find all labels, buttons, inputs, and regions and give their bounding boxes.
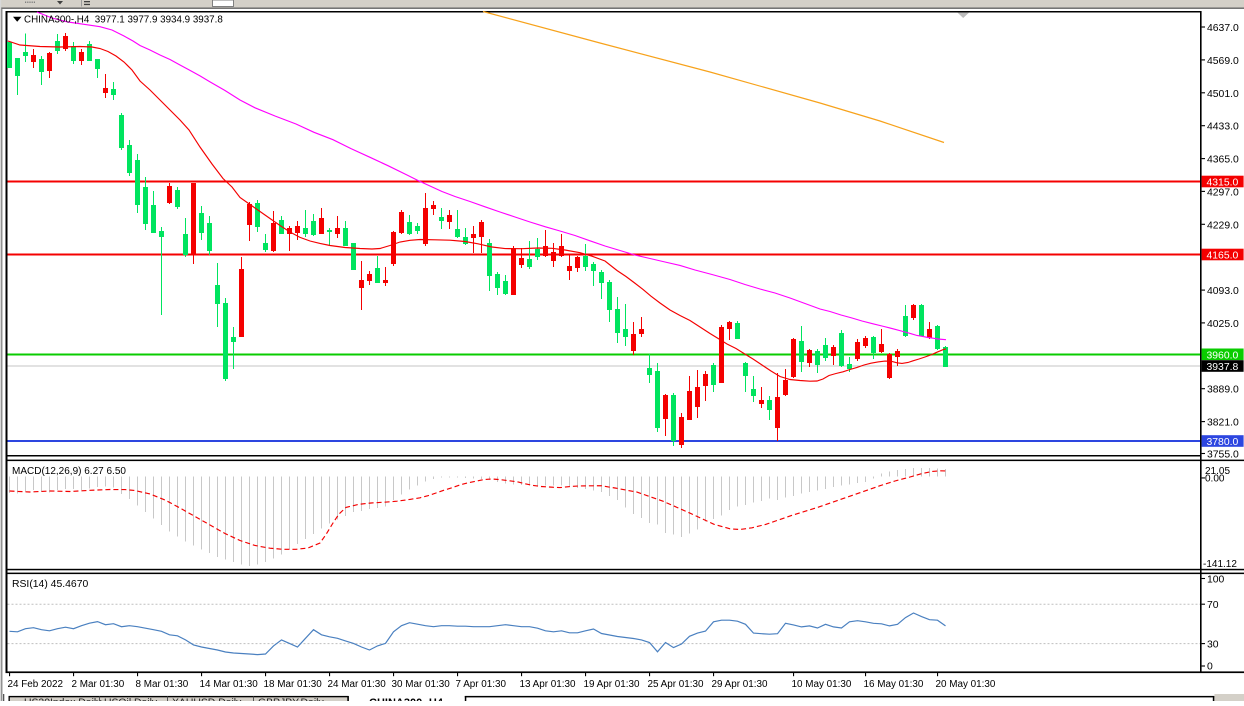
svg-text:70: 70	[1207, 600, 1219, 611]
svg-text:4229.0: 4229.0	[1207, 220, 1239, 231]
svg-text:0: 0	[1207, 662, 1213, 673]
svg-text:3937.8: 3937.8	[1207, 362, 1239, 373]
svg-text:100: 100	[1207, 575, 1225, 586]
svg-text:30 Mar 01:30: 30 Mar 01:30	[392, 679, 451, 690]
svg-text:3780.0: 3780.0	[1207, 437, 1239, 448]
svg-text:MACD(12,26,9) 6.27 6.50: MACD(12,26,9) 6.27 6.50	[12, 466, 126, 477]
svg-text:25 Apr 01:30: 25 Apr 01:30	[648, 679, 705, 690]
svg-text:29 Apr 01:30: 29 Apr 01:30	[712, 679, 769, 690]
svg-text:3960.0: 3960.0	[1207, 350, 1239, 361]
svg-text:4315.0: 4315.0	[1207, 178, 1239, 189]
svg-text:4569.0: 4569.0	[1207, 56, 1239, 67]
svg-text:2 Mar 01:30: 2 Mar 01:30	[72, 679, 125, 690]
svg-text:4165.0: 4165.0	[1207, 251, 1239, 262]
svg-text:0.00: 0.00	[1205, 474, 1225, 485]
svg-text:18 Mar 01:30: 18 Mar 01:30	[264, 679, 323, 690]
svg-text:24 Feb 2022: 24 Feb 2022	[8, 679, 63, 690]
svg-text:14 Mar 01:30: 14 Mar 01:30	[200, 679, 259, 690]
svg-text:30: 30	[1207, 640, 1219, 651]
svg-text:19 Apr 01:30: 19 Apr 01:30	[584, 679, 641, 690]
svg-text:3755.0: 3755.0	[1207, 450, 1239, 461]
svg-text:20 May 01:30: 20 May 01:30	[936, 679, 996, 690]
svg-text:4297.0: 4297.0	[1207, 187, 1239, 198]
svg-text:GBPJPY,Daily: GBPJPY,Daily	[258, 698, 324, 702]
svg-text:4501.0: 4501.0	[1207, 89, 1239, 100]
svg-text:7 Apr 01:30: 7 Apr 01:30	[456, 679, 507, 690]
svg-text:24 Mar 01:30: 24 Mar 01:30	[328, 679, 387, 690]
svg-text:4365.0: 4365.0	[1207, 155, 1239, 166]
svg-text:US30Index,Daily: US30Index,Daily	[24, 698, 102, 702]
svg-text:CHINA300-,H4 3977.1 3977.9 39: CHINA300-,H4 3977.1 3977.9 3934.9 3937.8	[24, 14, 223, 25]
svg-text:-141.12: -141.12	[1203, 559, 1237, 570]
svg-text:RSI(14) 45.4670: RSI(14) 45.4670	[12, 579, 88, 590]
svg-text:10 May 01:30: 10 May 01:30	[792, 679, 852, 690]
svg-text:4093.0: 4093.0	[1207, 286, 1239, 297]
svg-text:CHINA300-,H4: CHINA300-,H4	[369, 697, 444, 701]
svg-text:XAUUSD,Daily: XAUUSD,Daily	[172, 698, 242, 702]
svg-text:16 May 01:30: 16 May 01:30	[864, 679, 924, 690]
svg-text:8 Mar 01:30: 8 Mar 01:30	[136, 679, 189, 690]
svg-text:4433.0: 4433.0	[1207, 122, 1239, 133]
svg-text:3821.0: 3821.0	[1207, 418, 1239, 429]
svg-text:USOil,Daily: USOil,Daily	[104, 698, 158, 702]
svg-text:4025.0: 4025.0	[1207, 319, 1239, 330]
svg-text:3889.0: 3889.0	[1207, 385, 1239, 396]
svg-text:13 Apr 01:30: 13 Apr 01:30	[520, 679, 577, 690]
svg-text:4637.0: 4637.0	[1207, 23, 1239, 34]
